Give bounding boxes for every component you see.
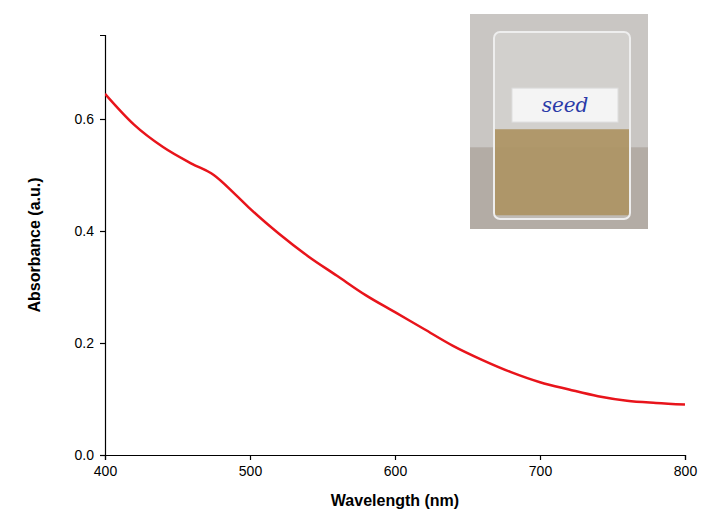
y-tick: 0.4 — [75, 223, 105, 239]
x-axis: 400 500 600 700 800 — [94, 455, 698, 479]
x-axis-line — [106, 456, 686, 461]
y-tick-mark — [100, 119, 105, 120]
y-tick-mark — [100, 343, 105, 344]
x-tick-label: 800 — [674, 463, 698, 479]
x-tick: 700 — [529, 455, 553, 479]
x-tick-label: 600 — [384, 463, 408, 479]
y-tick: 0.0 — [75, 447, 105, 463]
x-tick: 800 — [674, 455, 698, 479]
inset-label: seed — [542, 93, 589, 117]
y-tick-mark — [100, 231, 105, 232]
inset-photo: seed — [470, 14, 648, 229]
x-tick-label: 700 — [529, 463, 553, 479]
x-tick-label: 400 — [94, 463, 118, 479]
y-axis-line — [100, 36, 106, 456]
x-tick: 500 — [239, 455, 263, 479]
x-tick-label: 500 — [239, 463, 263, 479]
x-tick: 400 — [94, 455, 118, 479]
y-axis: 0.0 0.2 0.4 0.6 — [75, 36, 106, 463]
x-tick: 600 — [384, 455, 408, 479]
x-tick-mark — [540, 455, 541, 460]
y-axis-title: Absorbance (a.u.) — [26, 177, 43, 312]
inset-background — [470, 14, 648, 229]
x-tick-mark — [250, 455, 251, 460]
y-tick-label: 0.2 — [75, 335, 95, 351]
x-axis-title: Wavelength (nm) — [331, 492, 459, 509]
chart: 400 500 600 700 800 0.0 0.2 0.4 0.6 Wavelength (n… — [0, 0, 701, 520]
y-tick-label: 0.4 — [75, 223, 95, 239]
inset-beaker — [494, 32, 630, 219]
y-tick-label: 0.0 — [75, 447, 95, 463]
x-tick-mark — [395, 455, 396, 460]
y-tick: 0.6 — [75, 111, 105, 127]
x-tick-mark — [685, 455, 686, 460]
y-tick: 0.2 — [75, 335, 105, 351]
y-tick-mark — [100, 455, 105, 456]
inset-label-sticker — [512, 88, 618, 122]
y-tick-label: 0.6 — [75, 111, 95, 127]
